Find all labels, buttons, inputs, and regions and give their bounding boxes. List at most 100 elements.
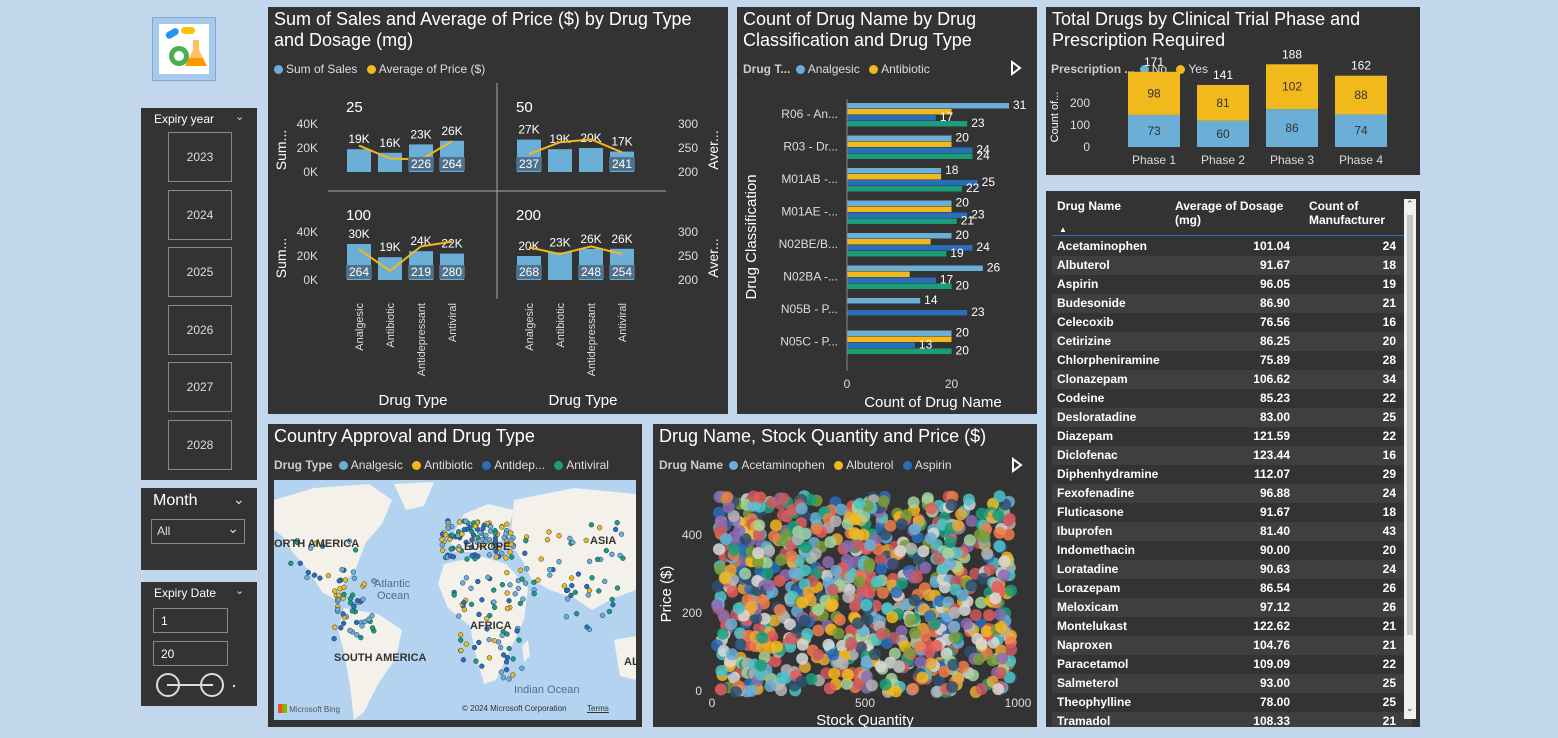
map-point (565, 587, 571, 593)
legend-next-arrow-icon[interactable] (1009, 60, 1023, 76)
table-row[interactable]: Acetaminophen 101.04 24 (1052, 237, 1412, 256)
map-label-europe: EUROPE (464, 541, 511, 553)
world-map[interactable] (274, 480, 636, 720)
table-row[interactable]: Theophylline 78.00 25 (1052, 693, 1412, 712)
legend-aspirin[interactable]: Aspirin (914, 458, 952, 472)
y-right-tick: 250 (678, 141, 698, 155)
chevron-down-icon[interactable]: ⌄ (235, 111, 245, 123)
count-bar (847, 200, 952, 206)
chevron-down-icon[interactable]: ⌄ (233, 491, 245, 507)
price-data-label: 248 (581, 265, 601, 279)
table-row[interactable]: Desloratadine 83.00 25 (1052, 408, 1412, 427)
map-point (288, 560, 294, 566)
manufacturer-count-cell: 16 (1382, 315, 1396, 329)
scroll-down-icon[interactable]: ⌄ (1406, 703, 1414, 713)
scatter-point (770, 519, 782, 532)
map-point (609, 551, 615, 558)
scatter-point (733, 524, 746, 537)
month-dropdown[interactable]: All ⌄ (151, 519, 245, 544)
scroll-up-icon[interactable]: ⌃ (1406, 199, 1414, 209)
x-axis-label: Drug Type (379, 392, 448, 409)
table-scrollbar[interactable]: ⌃ ⌄ (1404, 199, 1416, 719)
table-row[interactable]: Naproxen 104.76 21 (1052, 636, 1412, 655)
map-terms-link[interactable]: Terms (587, 704, 609, 713)
legend-average-price[interactable]: Average of Price ($) (378, 62, 486, 76)
scatter-point (916, 671, 929, 684)
drug-name-cell: Naproxen (1057, 638, 1113, 652)
expiry-date-max-input[interactable]: 20 (153, 641, 228, 666)
legend-sum-of-sales[interactable]: Sum of Sales (286, 62, 358, 76)
table-row[interactable]: Lorazepam 86.54 26 (1052, 579, 1412, 598)
map-point (439, 536, 445, 543)
phase-bar-yes (1266, 64, 1318, 110)
year-2024-button[interactable]: 2024 (168, 190, 232, 240)
scatter-point (907, 682, 920, 695)
map-point (504, 605, 511, 612)
legend-next-arrow-icon[interactable] (1010, 457, 1024, 473)
table-row[interactable]: Cetirizine 86.25 20 (1052, 332, 1412, 351)
table-row[interactable]: Diclofenac 123.44 16 (1052, 446, 1412, 465)
scatter-point (766, 496, 779, 509)
y-right-axis-label: Aver... (705, 130, 721, 169)
year-2027-button[interactable]: 2027 (168, 362, 232, 412)
map-point (568, 575, 575, 581)
map-point (479, 597, 485, 603)
year-2023-button[interactable]: 2023 (168, 132, 232, 182)
legend-antiviral[interactable]: Antiviral (566, 458, 609, 472)
map-point (439, 547, 446, 553)
sales-data-label: 26K (580, 232, 601, 246)
legend-albuterol[interactable]: Albuterol (846, 458, 894, 472)
table-row[interactable]: Diazepam 121.59 22 (1052, 427, 1412, 446)
table-row[interactable]: Montelukast 122.62 21 (1052, 617, 1412, 636)
legend-yes[interactable]: Yes (1188, 62, 1208, 76)
table-row[interactable]: Indomethacin 90.00 20 (1052, 541, 1412, 560)
map-point (524, 566, 530, 572)
scatter-point (783, 618, 796, 631)
year-2028-button[interactable]: 2028 (168, 420, 232, 470)
table-row[interactable]: Meloxicam 97.12 26 (1052, 598, 1412, 617)
table-row[interactable]: Celecoxib 76.56 16 (1052, 313, 1412, 332)
chevron-down-icon[interactable]: ⌄ (235, 585, 245, 597)
map-point (458, 637, 464, 643)
scatter-point (975, 596, 988, 609)
drug-name-cell: Celecoxib (1057, 315, 1114, 329)
legend-analgesic[interactable]: Analgesic (807, 62, 860, 76)
map-point (487, 612, 493, 619)
expiry-date-min-input[interactable]: 1 (153, 608, 228, 633)
table-row[interactable]: Budesonide 86.90 21 (1052, 294, 1412, 313)
drug-name-cell: Codeine (1057, 391, 1105, 405)
legend-acetaminophen[interactable]: Acetaminophen (741, 458, 825, 472)
map-point (556, 533, 562, 539)
table-row[interactable]: Codeine 85.23 22 (1052, 389, 1412, 408)
header-count-manufacturer[interactable]: Count of Manufacturer (1309, 199, 1386, 227)
table-row[interactable]: Diphenhydramine 112.07 29 (1052, 465, 1412, 484)
sales-data-label: 23K (549, 235, 570, 249)
table-row[interactable]: Clonazepam 106.62 34 (1052, 370, 1412, 389)
legend-antibiotic[interactable]: Antibiotic (424, 458, 473, 472)
count-data-label: 20 (956, 279, 970, 293)
table-row[interactable]: Albuterol 91.67 18 (1052, 256, 1412, 275)
legend-analgesic[interactable]: Analgesic (350, 458, 403, 472)
table-row[interactable]: Paracetamol 109.09 22 (1052, 655, 1412, 674)
map-point (359, 623, 365, 629)
legend-antidepressant[interactable]: Antidep... (494, 458, 545, 472)
table-row[interactable]: Chlorpheniramine 75.89 28 (1052, 351, 1412, 370)
scroll-thumb[interactable] (1407, 215, 1413, 635)
header-avg-dosage[interactable]: Average of Dosage (mg) (1175, 199, 1284, 227)
scatter-point (857, 528, 870, 541)
table-row[interactable]: Tramadol 108.33 21 (1052, 712, 1412, 727)
x-category-label: Analgesic (524, 303, 536, 351)
table-row[interactable]: Fexofenadine 96.88 24 (1052, 484, 1412, 503)
scatter-point (851, 617, 864, 630)
table-row[interactable]: Loratadine 90.63 24 (1052, 560, 1412, 579)
table-row[interactable]: Salmeterol 93.00 25 (1052, 674, 1412, 693)
header-drug-name[interactable]: Drug Name (1057, 199, 1122, 213)
drug-name-cell: Paracetamol (1057, 657, 1129, 671)
table-row[interactable]: Aspirin 96.05 19 (1052, 275, 1412, 294)
range-slider[interactable] (155, 672, 239, 698)
year-2025-button[interactable]: 2025 (168, 247, 232, 297)
table-row[interactable]: Ibuprofen 81.40 43 (1052, 522, 1412, 541)
year-2026-button[interactable]: 2026 (168, 305, 232, 355)
table-row[interactable]: Fluticasone 91.67 18 (1052, 503, 1412, 522)
legend-antibiotic[interactable]: Antibiotic (881, 62, 930, 76)
